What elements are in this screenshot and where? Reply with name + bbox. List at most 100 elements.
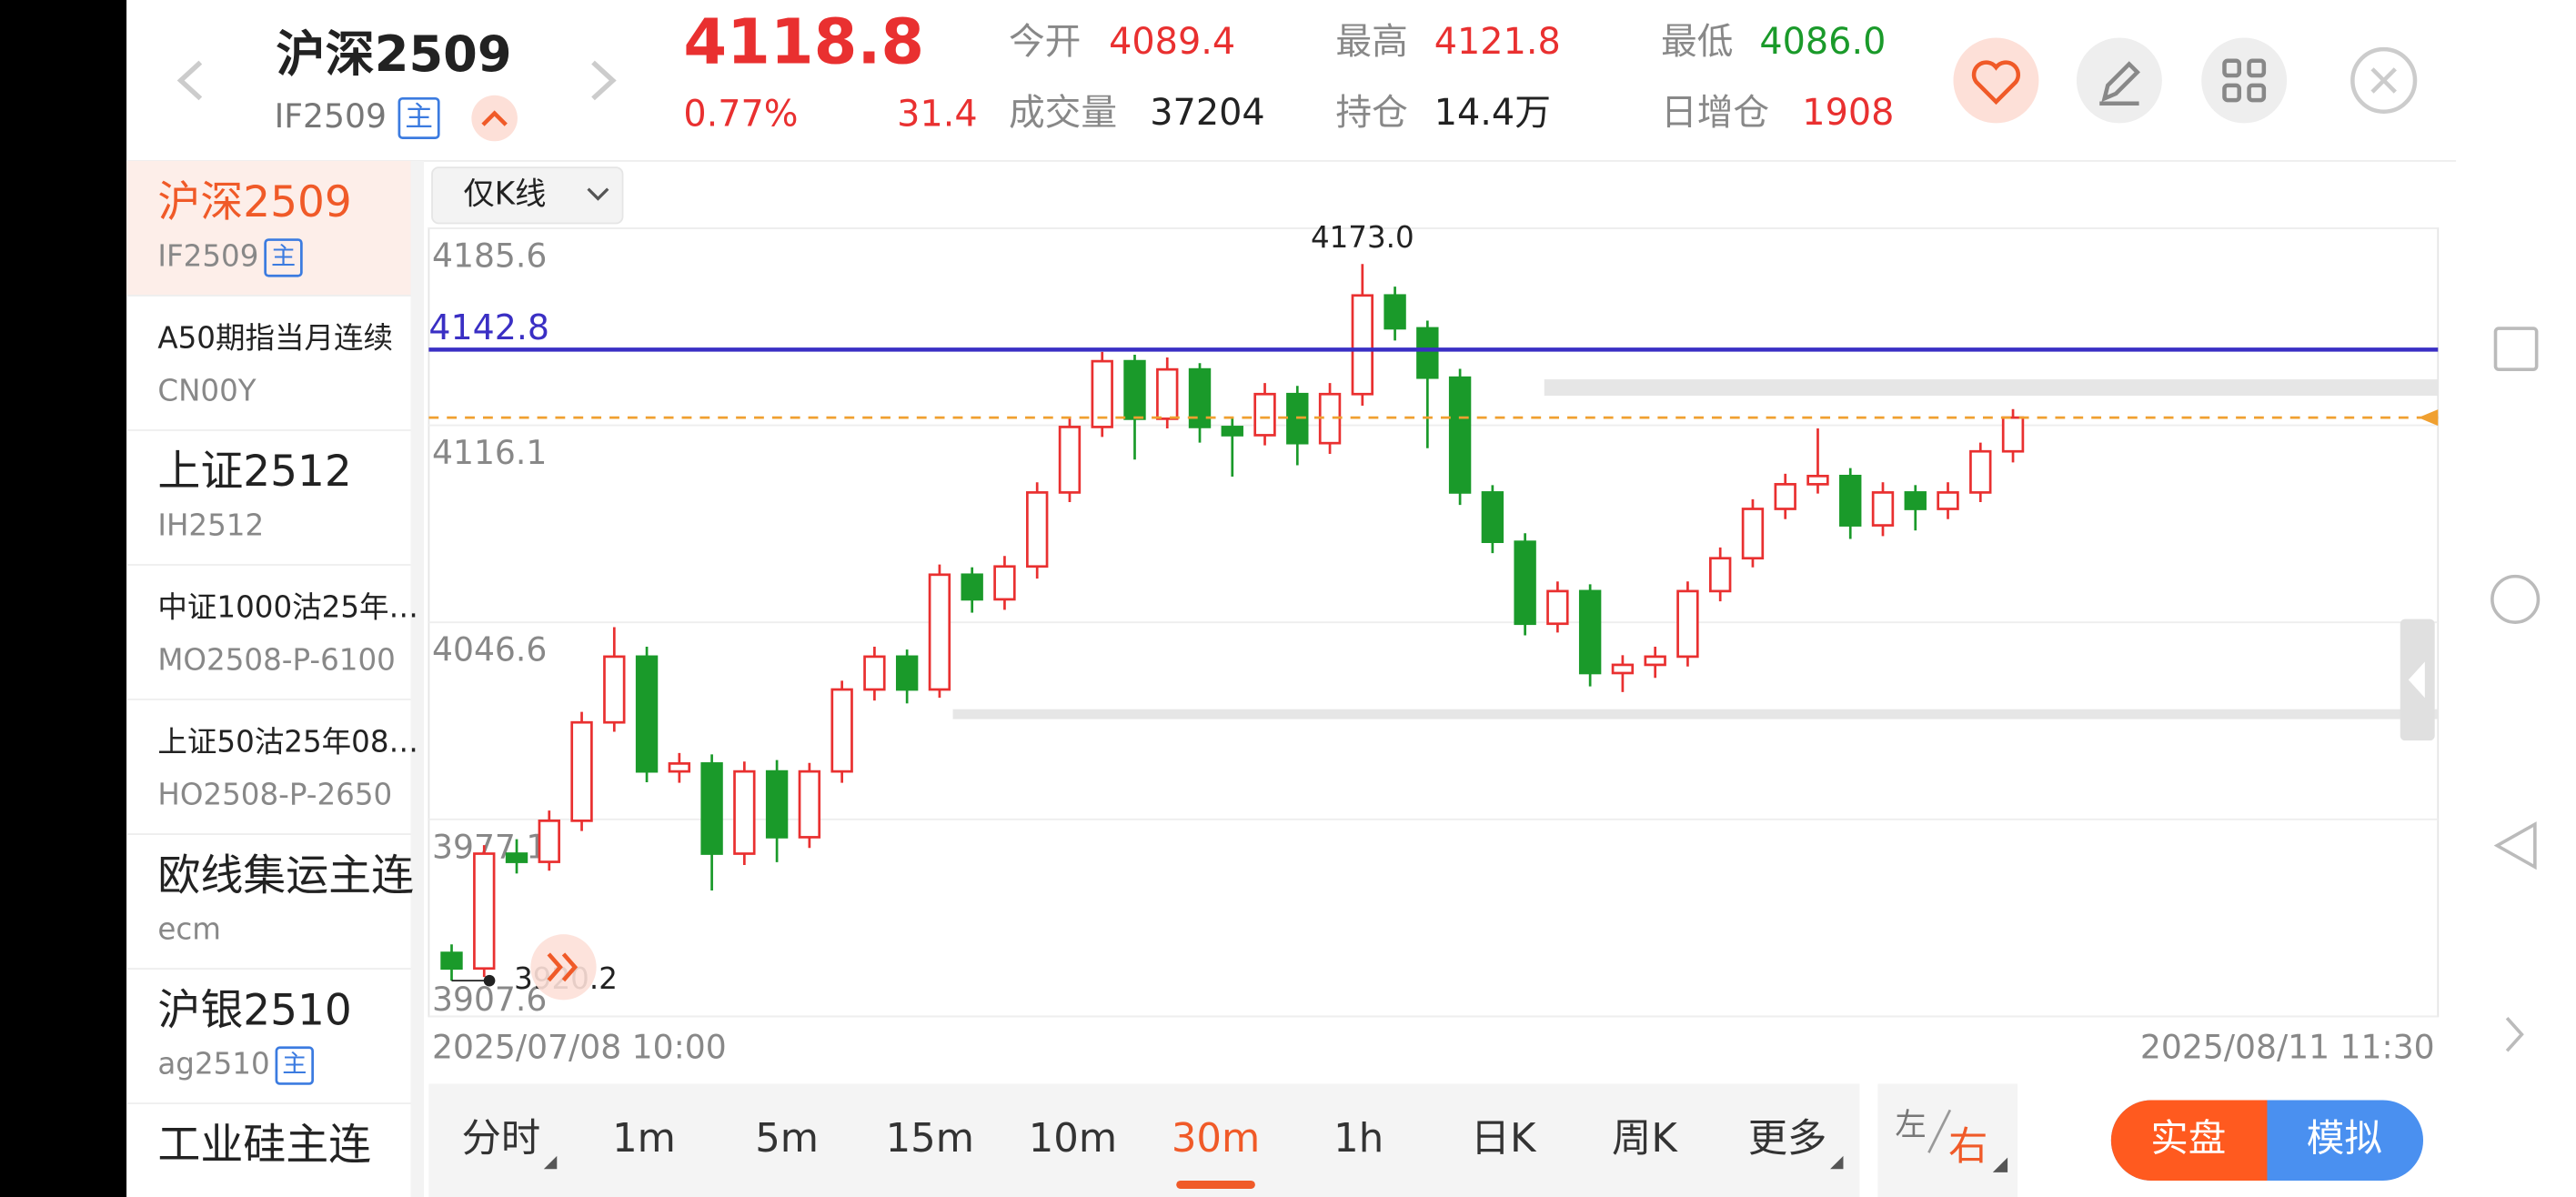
candle-body <box>1937 491 1959 510</box>
price-zone <box>952 709 2439 719</box>
interval-tab[interactable]: 5m <box>755 1116 819 1162</box>
grid-icon <box>2222 58 2267 103</box>
interval-tab[interactable]: 分时 <box>462 1116 541 1162</box>
system-nav <box>2456 0 2576 1197</box>
next-button[interactable] <box>591 60 617 101</box>
interval-tab[interactable]: 日K <box>1471 1116 1537 1162</box>
sidebar-item-name: 上证50沽25年08… <box>157 725 418 759</box>
sidebar-item-active-bg <box>126 160 411 296</box>
panel-handle-icon <box>2408 661 2425 699</box>
stat-label: 成交量 <box>1009 92 1117 134</box>
nav-recents[interactable] <box>2493 327 2539 371</box>
sidebar-item-name: 中证1000沽25年… <box>157 590 418 625</box>
last-price-marker <box>2418 409 2439 427</box>
interval-tab[interactable]: 10m <box>1029 1116 1117 1162</box>
candle-body <box>863 655 886 691</box>
sidebar-item-name: 上证2512 <box>157 447 351 497</box>
nav-back[interactable] <box>2493 821 2537 870</box>
stat-value: 14.4万 <box>1434 92 1551 134</box>
sidebar-item[interactable]: 欧线集运主连 ecm <box>126 850 414 970</box>
sidebar-item-code: HO2508-P-2650 <box>157 778 392 812</box>
candle-body <box>1091 359 1113 428</box>
sidebar-item-code: ecm <box>157 912 221 947</box>
sidebar-item-name: A50期指当月连续 <box>157 321 393 356</box>
high-label: 4173.0 <box>1311 220 1414 255</box>
grid-button[interactable] <box>2201 37 2288 124</box>
interval-tab[interactable]: 15m <box>886 1116 974 1162</box>
sidebar-item-name: 工业硅主连 <box>157 1120 371 1170</box>
sidebar-item-name: 沪深2509 <box>157 177 351 227</box>
stat-label: 日增仓 <box>1661 92 1769 134</box>
expand-button[interactable] <box>471 95 518 142</box>
side-right: 右 <box>1948 1124 1987 1170</box>
candle-body <box>1676 589 1699 659</box>
sim-mode-label[interactable]: 模拟 <box>2307 1116 2382 1161</box>
sidebar-item[interactable]: A50期指当月连续 CN00Y <box>126 321 411 431</box>
candle-body <box>1188 367 1212 428</box>
side-toggle[interactable] <box>1877 1083 2018 1197</box>
candle-body <box>1481 491 1504 544</box>
favorite-button[interactable] <box>1953 37 2039 124</box>
prev-button[interactable] <box>176 60 203 101</box>
sidebar-item-code: CN00Y <box>157 373 256 407</box>
stat-value: 4086.0 <box>1759 21 1886 63</box>
sidebar-item[interactable]: 上证2512 IH2512 <box>126 447 411 566</box>
change: 31.4 <box>897 94 977 136</box>
nav-more[interactable] <box>2505 1017 2524 1052</box>
dropdown[interactable] <box>431 166 624 225</box>
candle-body <box>928 573 951 691</box>
candle-body <box>1514 540 1536 626</box>
candle-body <box>668 762 691 773</box>
main-tag: 主 <box>405 101 433 133</box>
candle-body <box>1774 483 1796 510</box>
interval-tab[interactable]: 更多 <box>1748 1116 1827 1162</box>
real-mode-button[interactable] <box>2110 1100 2268 1181</box>
candle-body <box>1578 589 1602 675</box>
interval-bar <box>428 1083 1860 1197</box>
close-button[interactable] <box>2350 46 2418 115</box>
candle-body <box>895 655 919 691</box>
sidebar-item-code: ag2510 <box>157 1047 269 1081</box>
candle-body <box>473 852 496 971</box>
candle-body <box>700 762 723 855</box>
sidebar-item-code: IF2509 <box>157 238 258 273</box>
instrument-name: 沪深2509 <box>276 25 511 83</box>
stat-label: 最低 <box>1661 21 1733 63</box>
candle-body <box>440 951 463 971</box>
nav-home[interactable] <box>2490 574 2541 624</box>
change-percent: 0.77% <box>683 94 798 136</box>
sidebar-item[interactable]: 沪银2510 ag2510 主 <box>126 985 411 1105</box>
expand-icon <box>481 110 508 126</box>
sidebar-item[interactable]: 中证1000沽25年… MO2508-P-6100 <box>126 590 418 700</box>
interval-tabs: 分时 1m 5m 15m 10m 30m 1h 日K 周K 更多 <box>462 1116 1844 1189</box>
stats: 今开 4089.4 最高 4121.8 最低 4086.0 成交量 37204 持仓 14.4万 日… <box>1009 21 1894 134</box>
interval-tab[interactable]: 1m <box>612 1116 676 1162</box>
close-icon <box>2370 67 2397 94</box>
candle-body <box>1546 589 1569 626</box>
sidebar-item[interactable]: 上证50沽25年08… HO2508-P-2650 <box>126 725 418 835</box>
candle-body <box>570 720 593 822</box>
candle-body <box>765 770 789 839</box>
interval-tab[interactable]: 周K <box>1612 1116 1678 1162</box>
y-tick-label: 4116.1 <box>432 433 547 472</box>
main-tag-box <box>397 96 440 139</box>
sidebar-item[interactable]: 沪深2509 IF2509 主 <box>126 160 411 297</box>
candle-body <box>1416 327 1439 379</box>
x-axis-label: 2025/08/11 11:30 <box>2140 1028 2435 1067</box>
interval-tab[interactable]: 30m <box>1172 1116 1260 1162</box>
candle-body <box>993 565 1016 601</box>
interval-tab[interactable]: 1h <box>1333 1116 1384 1162</box>
scroll-latest-button[interactable] <box>530 934 597 1001</box>
edit-button[interactable] <box>2076 37 2162 124</box>
side-left: 左 <box>1895 1107 1926 1143</box>
candle-body <box>1741 508 1765 560</box>
candle-body <box>1839 474 1862 527</box>
sidebar-item-name: 欧线集运主连 <box>157 850 414 900</box>
sidebar-item[interactable]: 工业硅主连 <box>157 1120 371 1170</box>
stat-label: 持仓 <box>1335 92 1407 134</box>
candle-body <box>1253 392 1276 437</box>
interval-active-underline <box>1176 1180 1255 1189</box>
sidebar-tag-box <box>275 1046 314 1085</box>
